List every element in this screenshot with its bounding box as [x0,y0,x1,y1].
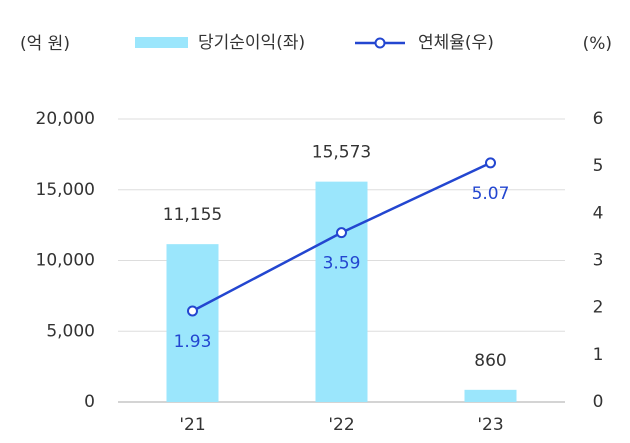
legend-marker [374,37,386,49]
y-tick-label: 0 [84,392,95,412]
line-value-label: 3.59 [323,254,361,274]
y-axis-label: (억 원) [20,34,70,54]
y-tick-label: 5,000 [46,321,95,341]
y2-tick-label: 0 [593,392,604,412]
x-tick-label: '21 [179,415,205,435]
y2-tick-label: 6 [593,109,604,129]
y2-tick-label: 3 [593,251,604,271]
legend-label: 당기순이익(좌) [198,33,305,53]
legend-label: 연체율(우) [418,33,494,53]
line-marker [485,157,496,169]
line-marker [336,227,347,239]
y-tick-label: 15,000 [36,180,95,200]
y-tick-label: 20,000 [36,109,95,129]
bar [166,244,219,402]
x-tick-label: '23 [477,415,503,435]
legend-swatch [135,37,188,48]
y2-tick-label: 2 [593,298,604,318]
bar-value-label: 15,573 [312,143,371,163]
bar [464,389,517,402]
line-marker [187,305,198,317]
x-tick-label: '22 [328,415,354,435]
y2-tick-label: 1 [593,345,604,365]
bar [315,181,368,402]
y2-axis-label: (%) [583,34,612,54]
y-tick-label: 10,000 [36,251,95,271]
bar-value-label: 860 [474,351,506,371]
y2-tick-label: 4 [593,203,604,223]
line-value-label: 1.93 [174,332,212,352]
bar-value-label: 11,155 [163,205,222,225]
y2-tick-label: 5 [593,156,604,176]
line-value-label: 5.07 [472,184,510,204]
